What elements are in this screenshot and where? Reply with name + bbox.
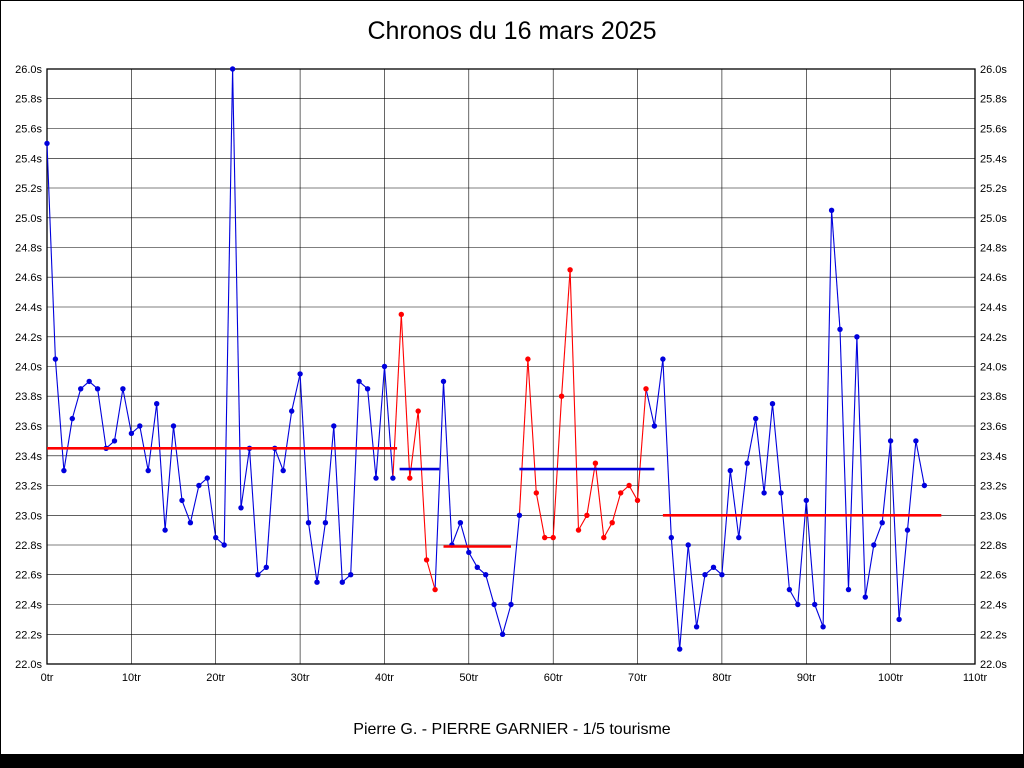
y-tick-label-left: 22.6s (15, 570, 42, 582)
y-tick-label-left: 22.4s (15, 600, 42, 612)
y-tick-label-right: 22.8s (980, 540, 1007, 552)
bottom-bar (1, 754, 1023, 767)
y-tick-label-right: 24.4s (980, 302, 1007, 314)
x-tick-label: 110tr (963, 672, 988, 684)
y-tick-label-left: 24.6s (15, 272, 42, 284)
y-tick-label-left: 23.0s (15, 510, 42, 522)
x-tick-label: 60tr (544, 672, 563, 684)
x-tick-label: 80tr (712, 672, 731, 684)
x-tick-label: 70tr (628, 672, 647, 684)
x-tick-label: 100tr (878, 672, 903, 684)
y-tick-label-right: 23.0s (980, 510, 1007, 522)
y-tick-label-right: 24.0s (980, 362, 1007, 374)
y-tick-label-right: 23.4s (980, 451, 1007, 463)
y-tick-label-right: 22.6s (980, 570, 1007, 582)
y-tick-label-right: 25.4s (980, 153, 1007, 165)
y-tick-label-left: 23.6s (15, 421, 42, 433)
y-tick-label-left: 25.4s (15, 153, 42, 165)
y-tick-label-right: 25.0s (980, 213, 1007, 225)
x-tick-label: 50tr (459, 672, 478, 684)
y-tick-label-left: 24.0s (15, 362, 42, 374)
y-tick-label-left: 25.2s (15, 183, 42, 195)
y-tick-label-right: 23.8s (980, 391, 1007, 403)
y-tick-label-left: 22.2s (15, 629, 42, 641)
y-tick-label-right: 22.0s (980, 659, 1007, 671)
y-tick-label-right: 22.4s (980, 600, 1007, 612)
x-tick-label: 10tr (122, 672, 141, 684)
y-tick-label-left: 24.4s (15, 302, 42, 314)
y-tick-label-left: 25.6s (15, 124, 42, 136)
chart-title: Chronos du 16 mars 2025 (367, 17, 657, 45)
y-tick-label-right: 23.2s (980, 481, 1007, 493)
y-tick-label-right: 24.8s (980, 243, 1007, 255)
x-tick-label: 20tr (206, 672, 225, 684)
y-tick-label-right: 25.6s (980, 124, 1007, 136)
y-tick-label-left: 23.4s (15, 451, 42, 463)
x-tick-label: 40tr (375, 672, 394, 684)
y-tick-label-right: 26.0s (980, 64, 1007, 76)
x-tick-label: 30tr (291, 672, 310, 684)
y-tick-label-left: 24.2s (15, 332, 42, 344)
y-tick-label-left: 22.8s (15, 540, 42, 552)
y-tick-label-right: 24.6s (980, 272, 1007, 284)
x-tick-label: 0tr (41, 672, 54, 684)
y-tick-label-right: 23.6s (980, 421, 1007, 433)
y-tick-label-left: 23.2s (15, 481, 42, 493)
y-tick-label-left: 26.0s (15, 64, 42, 76)
y-tick-label-right: 22.2s (980, 629, 1007, 641)
y-tick-label-left: 25.8s (15, 94, 42, 106)
y-tick-label-right: 25.2s (980, 183, 1007, 195)
driver-caption: Pierre G. - PIERRE GARNIER - 1/5 tourism… (353, 721, 671, 738)
y-tick-label-right: 25.8s (980, 94, 1007, 106)
y-tick-label-left: 22.0s (15, 659, 42, 671)
x-tick-label: 90tr (797, 672, 816, 684)
y-tick-label-right: 24.2s (980, 332, 1007, 344)
y-tick-label-left: 25.0s (15, 213, 42, 225)
y-tick-label-left: 23.8s (15, 391, 42, 403)
y-tick-label-left: 24.8s (15, 243, 42, 255)
lap-times-chart: 0tr 10tr 20tr 30tr 40tr 50tr 60tr 70tr 80tr 90tr 1… (15, 64, 1007, 684)
